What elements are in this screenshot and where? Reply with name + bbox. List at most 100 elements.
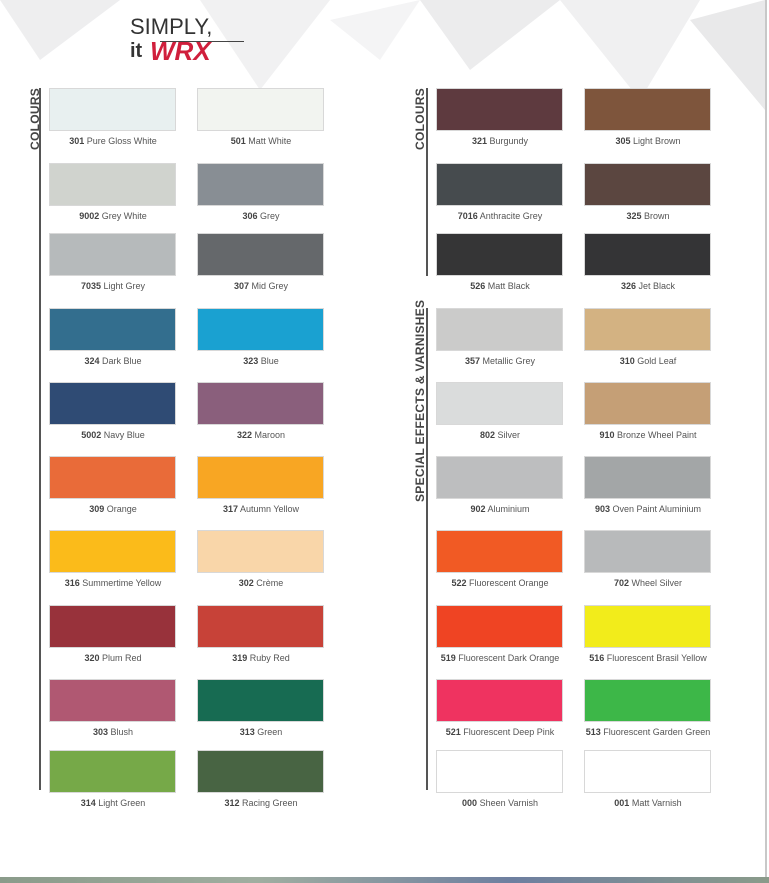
swatch-code: 513 [585, 727, 601, 737]
colour-swatch-000 [436, 750, 563, 793]
colour-swatch-305 [584, 88, 711, 131]
colour-swatch-516 [584, 605, 711, 648]
colour-swatch-802 [436, 382, 563, 425]
swatch-name: Summertime Yellow [79, 578, 162, 588]
swatch-code: 302 [238, 578, 254, 588]
section-divider [426, 88, 428, 276]
swatch-name: Wheel Silver [629, 578, 683, 588]
swatch-code: 516 [589, 653, 605, 663]
colour-swatch-325 [584, 163, 711, 206]
colour-swatch-312 [197, 750, 324, 793]
swatch-code: 309 [89, 504, 105, 514]
swatch-label: 522 Fluorescent Orange [415, 578, 585, 588]
swatch-label: 325 Brown [563, 211, 733, 221]
swatch-name: Blush [108, 727, 134, 737]
swatch-name: Bronze Wheel Paint [614, 430, 697, 440]
colour-swatch-513 [584, 679, 711, 722]
logo-text: it [130, 40, 143, 62]
swatch-name: Fluorescent Orange [466, 578, 549, 588]
swatch-name: Crème [253, 578, 284, 588]
simply-it-wrx-logo: SIMPLY, it WRX [130, 14, 250, 74]
swatch-name: Oven Paint Aluminium [609, 504, 702, 514]
swatch-label: 305 Light Brown [563, 136, 733, 146]
swatch-label: 802 Silver [415, 430, 585, 440]
swatch-label: 9002 Grey White [28, 211, 198, 221]
swatch-label: 519 Fluorescent Dark Orange [415, 653, 585, 663]
colour-swatch-526 [436, 233, 563, 276]
swatch-label: 313 Green [176, 727, 346, 737]
colour-swatch-521 [436, 679, 563, 722]
swatch-name: Matt Varnish [629, 798, 682, 808]
swatch-code: 319 [232, 653, 248, 663]
swatch-label: 321 Burgundy [415, 136, 585, 146]
swatch-name: Maroon [252, 430, 286, 440]
swatch-name: Fluorescent Brasil Yellow [604, 653, 707, 663]
colour-swatch-323 [197, 308, 324, 351]
swatch-label: 702 Wheel Silver [563, 578, 733, 588]
colour-swatch-702 [584, 530, 711, 573]
swatch-label: 312 Racing Green [176, 798, 346, 808]
swatch-label: 7016 Anthracite Grey [415, 211, 585, 221]
swatch-label: 5002 Navy Blue [28, 430, 198, 440]
swatch-name: Autumn Yellow [237, 504, 300, 514]
colour-swatch-316 [49, 530, 176, 573]
colour-swatch-7016 [436, 163, 563, 206]
swatch-label: 322 Maroon [176, 430, 346, 440]
swatch-name: Metallic Grey [480, 356, 536, 366]
swatch-code: 313 [239, 727, 255, 737]
colour-swatch-522 [436, 530, 563, 573]
swatch-code: 317 [222, 504, 238, 514]
colour-swatch-320 [49, 605, 176, 648]
swatch-name: Silver [495, 430, 521, 440]
swatch-name: Light Green [95, 798, 146, 808]
colour-swatch-317 [197, 456, 324, 499]
swatch-code: 910 [599, 430, 615, 440]
swatch-code: 322 [236, 430, 252, 440]
swatch-name: Pure Gloss White [84, 136, 157, 146]
swatch-label: 307 Mid Grey [176, 281, 346, 291]
swatch-name: Light Grey [101, 281, 146, 291]
colour-swatch-303 [49, 679, 176, 722]
swatch-name: Gold Leaf [634, 356, 677, 366]
swatch-name: Racing Green [239, 798, 298, 808]
logo-text: SIMPLY, [130, 14, 213, 39]
swatch-name: Orange [104, 504, 137, 514]
swatch-label: 306 Grey [176, 211, 346, 221]
swatch-name: Grey White [99, 211, 147, 221]
section-divider [426, 308, 428, 790]
colour-swatch-9002 [49, 163, 176, 206]
swatch-name: Matt White [245, 136, 292, 146]
colour-swatch-319 [197, 605, 324, 648]
colour-swatch-5002 [49, 382, 176, 425]
swatch-label: 526 Matt Black [415, 281, 585, 291]
swatch-label: 323 Blue [176, 356, 346, 366]
swatch-code: 7016 [457, 211, 478, 221]
swatch-label: 521 Fluorescent Deep Pink [415, 727, 585, 737]
colour-swatch-910 [584, 382, 711, 425]
colour-swatch-309 [49, 456, 176, 499]
swatch-code: 323 [243, 356, 259, 366]
swatch-label: 309 Orange [28, 504, 198, 514]
colour-swatch-321 [436, 88, 563, 131]
colour-swatch-302 [197, 530, 324, 573]
colour-swatch-501 [197, 88, 324, 131]
swatch-code: 9002 [79, 211, 100, 221]
swatch-code: 519 [440, 653, 456, 663]
swatch-code: 5002 [81, 430, 102, 440]
logo-rule [160, 41, 244, 42]
swatch-code: 307 [233, 281, 249, 291]
swatch-code: 522 [451, 578, 467, 588]
swatch-label: 302 Crème [176, 578, 346, 588]
swatch-label: 516 Fluorescent Brasil Yellow [563, 653, 733, 663]
swatch-code: 321 [471, 136, 487, 146]
swatch-label: 303 Blush [28, 727, 198, 737]
colour-swatch-314 [49, 750, 176, 793]
swatch-name: Dark Blue [99, 356, 142, 366]
swatch-label: 357 Metallic Grey [415, 356, 585, 366]
swatch-label: 316 Summertime Yellow [28, 578, 198, 588]
colour-swatch-326 [584, 233, 711, 276]
swatch-code: 316 [64, 578, 80, 588]
swatch-name: Green [254, 727, 283, 737]
swatch-label: 301 Pure Gloss White [28, 136, 198, 146]
